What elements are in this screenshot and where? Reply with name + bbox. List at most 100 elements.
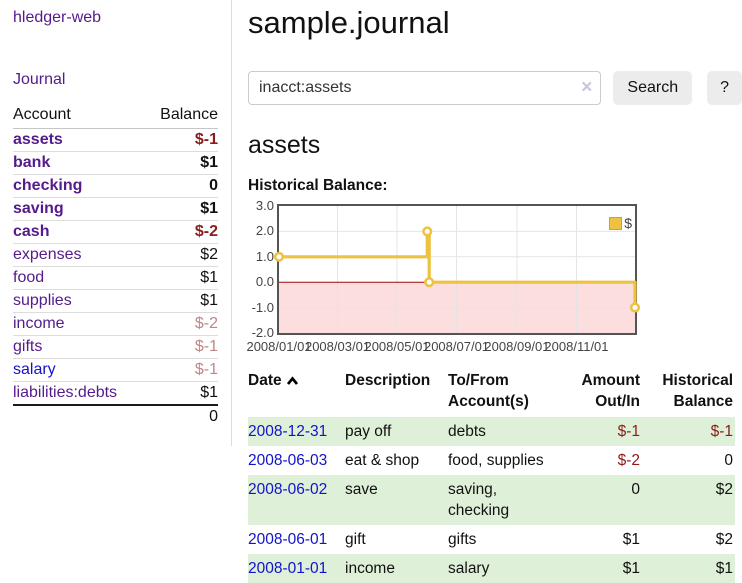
table-row: 2008-12-31 pay off debts $-1 $-1 (248, 417, 735, 446)
transaction-amount: $1 (622, 531, 640, 548)
accounts-total-value: 0 (144, 404, 218, 428)
transaction-amount: $-1 (568, 417, 642, 446)
help-button[interactable]: ? (707, 71, 742, 105)
transaction-amount: 0 (568, 475, 642, 525)
account-link-saving[interactable]: saving (13, 200, 64, 217)
transaction-date-link[interactable]: 2008-06-03 (248, 452, 328, 469)
account-balance: $-2 (144, 220, 218, 244)
account-balance: $-1 (144, 358, 218, 382)
search-button[interactable]: Search (613, 71, 693, 105)
account-link-checking[interactable]: checking (13, 177, 83, 194)
table-row: 2008-06-02 save saving, checking 0 $2 (248, 475, 735, 525)
table-row: bank $1 (13, 151, 218, 175)
table-row: saving $1 (13, 197, 218, 221)
transaction-balance: $2 (642, 475, 735, 525)
account-link-assets[interactable]: assets (13, 131, 63, 148)
accounts-header-balance: Balance (144, 104, 218, 129)
transaction-description: income (345, 554, 448, 583)
account-balance: 0 (144, 174, 218, 198)
account-link-gifts[interactable]: gifts (13, 338, 43, 355)
account-link-supplies[interactable]: supplies (13, 292, 72, 309)
balance-chart: 3.0 2.0 1.0 0.0 -1.0 -2.0 $ 2008/01/01 2008/03… (246, 198, 742, 354)
register-table: Date Description To/From Account(s) Amou… (248, 368, 735, 583)
chart-y-axis: 3.0 2.0 1.0 0.0 -1.0 -2.0 (251, 198, 274, 340)
register-header-accounts: To/From Account(s) (448, 372, 529, 410)
transaction-balance: $1 (642, 554, 735, 583)
accounts-table: Account Balance assets $-1 bank $1 check… (13, 104, 218, 428)
account-link-bank[interactable]: bank (13, 154, 51, 171)
account-balance: $1 (144, 151, 218, 175)
transaction-description: gift (345, 531, 366, 548)
register-header-description: Description (345, 372, 431, 389)
table-row: expenses $2 (13, 243, 218, 267)
accounts-header-account: Account (13, 104, 145, 129)
transaction-amount: $1 (568, 554, 642, 583)
transaction-date-link[interactable]: 2008-06-02 (248, 481, 328, 498)
table-row: gifts $-1 (13, 335, 218, 359)
sidebar: hledger-web Journal Account Balance asse… (0, 0, 232, 446)
brand-link[interactable]: hledger-web (13, 9, 102, 26)
transaction-date-link[interactable]: 2008-12-31 (248, 423, 328, 440)
chart-plot-area[interactable]: $ (273, 204, 641, 335)
table-row: liabilities:debts $1 (13, 381, 218, 406)
search-bar: × Search ? (248, 71, 742, 105)
account-balance: $1 (144, 381, 218, 406)
transaction-amount: $-2 (617, 452, 640, 469)
table-row: income $-2 (13, 312, 218, 336)
account-link-expenses[interactable]: expenses (13, 246, 82, 263)
transaction-accounts: salary (448, 554, 568, 583)
chart-canvas (273, 206, 641, 333)
table-row: cash $-2 (13, 220, 218, 244)
account-link-food[interactable]: food (13, 269, 45, 286)
legend-label: $ (624, 215, 632, 231)
register-header-amount: Amount Out/In (581, 372, 640, 410)
transaction-balance: $2 (715, 531, 733, 548)
accounts-total-row: 0 (13, 404, 218, 428)
register-header-date[interactable]: Date (248, 368, 345, 417)
account-balance: $-2 (144, 312, 218, 336)
account-heading: assets (248, 131, 321, 159)
transaction-accounts: food, supplies (448, 452, 544, 469)
sort-ascending-icon (286, 376, 298, 385)
register-header-row: Date Description To/From Account(s) Amou… (248, 368, 735, 417)
sidebar-nav: Journal (13, 71, 218, 89)
sidebar-item-journal[interactable]: Journal (13, 71, 66, 88)
table-row: 2008-06-03 eat & shop food, supplies $-2… (248, 446, 735, 475)
transaction-description: save (345, 475, 448, 525)
transaction-accounts: gifts (448, 531, 477, 548)
account-balance: $-1 (144, 335, 218, 359)
account-link-income[interactable]: income (13, 315, 65, 332)
chart-legend: $ (609, 215, 632, 231)
transaction-balance: 0 (724, 452, 733, 469)
transaction-accounts: debts (448, 417, 568, 446)
main-content: sample.journal × Search ? assets Histori… (246, 0, 742, 583)
table-row: supplies $1 (13, 289, 218, 313)
table-row: checking 0 (13, 174, 218, 198)
table-row: 2008-06-01 gift gifts $1 $2 (248, 525, 735, 554)
account-balance: $2 (144, 243, 218, 267)
accounts-header-row: Account Balance (13, 104, 218, 129)
app-brand: hledger-web (13, 9, 218, 27)
table-row: salary $-1 (13, 358, 218, 382)
legend-swatch (609, 216, 623, 230)
transaction-date-link[interactable]: 2008-06-01 (248, 531, 328, 548)
transaction-balance: $-1 (642, 417, 735, 446)
page-title: sample.journal (248, 5, 450, 40)
search-input[interactable] (248, 71, 602, 105)
account-link-cash[interactable]: cash (13, 223, 50, 240)
account-balance: $1 (144, 197, 218, 221)
chart-title: Historical Balance: (248, 177, 388, 194)
transaction-description: eat & shop (345, 452, 420, 469)
account-balance: $-1 (144, 128, 218, 152)
table-row: assets $-1 (13, 128, 218, 152)
account-link-salary[interactable]: salary (13, 361, 56, 378)
clear-search-icon[interactable]: × (581, 77, 593, 98)
transaction-description: pay off (345, 417, 448, 446)
transaction-date-link[interactable]: 2008-01-01 (248, 560, 328, 577)
transaction-accounts: saving, checking (448, 475, 568, 525)
account-link-liabilities-debts[interactable]: liabilities:debts (13, 384, 118, 401)
table-row: food $1 (13, 266, 218, 290)
account-balance: $1 (144, 266, 218, 290)
account-balance: $1 (144, 289, 218, 313)
register-header-balance: Historical Balance (662, 372, 733, 410)
